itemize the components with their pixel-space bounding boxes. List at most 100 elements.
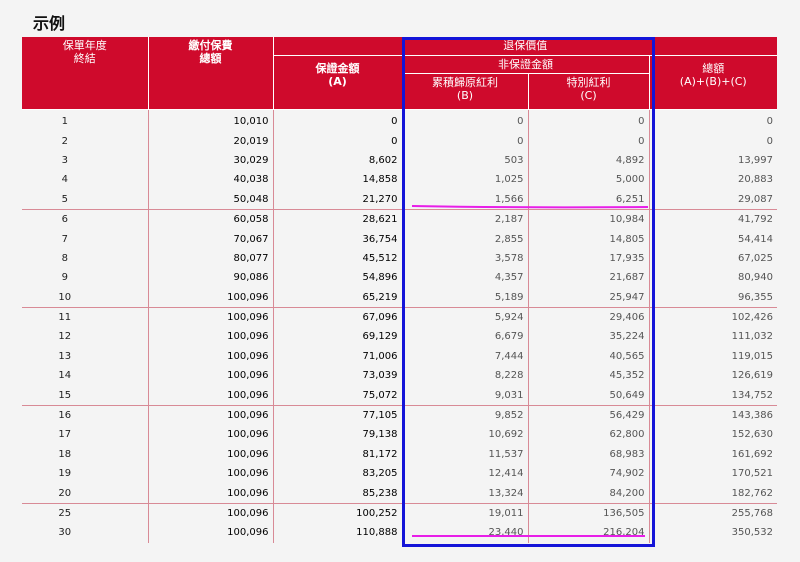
page-title: 示例 [33, 14, 66, 33]
table-cell: 161,692 [731, 448, 773, 460]
table-row: 8 80,077 45,512 3,578 17,935 67,025 [22, 248, 777, 269]
table-cell: 1 [22, 109, 149, 132]
table-cell: 41,792 [649, 208, 777, 230]
header-special-bonus-label: 特別紅利 (C) [566, 76, 611, 102]
table-cell: 8,602 [273, 150, 403, 171]
header-total-premium: 繳付保費 總額 [148, 37, 274, 110]
table-row: 4 40,038 14,858 1,025 5,000 20,883 [22, 170, 777, 190]
table-cell: 30 [22, 523, 149, 543]
table-row: 13 100,096 71,006 7,444 40,565 119,015 [22, 346, 777, 367]
table-cell: 10,010 [148, 109, 274, 132]
table-row: 17 100,096 79,138 10,692 62,800 152,630 [22, 425, 777, 445]
table-cell: 100,096 [148, 444, 274, 465]
table-cell: 3,578 [402, 248, 529, 269]
table-cell: 50,048 [148, 189, 274, 210]
table-cell: 136,505 [528, 502, 650, 524]
table-cell: 7 [22, 229, 149, 249]
table-cell: 17 [22, 425, 149, 445]
table-cell: 100,096 [148, 385, 274, 406]
table-cell: 3 [22, 150, 149, 171]
header-non-guaranteed-label: 非保證金額 [498, 58, 553, 71]
table-cell: 6 [22, 208, 149, 230]
table-cell: 255,768 [649, 502, 777, 524]
table-cell: 0 [402, 131, 529, 151]
table-row: 14 100,096 73,039 8,228 45,352 126,619 [22, 366, 777, 386]
table-cell: 11 [22, 306, 149, 328]
table-cell: 81,172 [273, 444, 403, 465]
header-policy-year: 保單年度 終結 [22, 37, 149, 110]
table-cell: 84,200 [528, 483, 650, 504]
table-cell: 4,892 [528, 150, 650, 171]
table-cell: 14,858 [273, 170, 403, 190]
table-cell: 28,621 [273, 208, 403, 230]
table-row: 3 30,029 8,602 503 4,892 13,997 [22, 150, 777, 171]
table-cell: 16 [22, 404, 149, 426]
table-cell: 1,025 [402, 170, 529, 190]
table-cell: 68,983 [528, 444, 650, 465]
table-row: 18 100,096 81,172 11,537 68,983 161,692 [22, 444, 777, 465]
table-cell: 50,649 [528, 385, 650, 406]
table-cell: 29,087 [738, 193, 773, 205]
table-cell: 67,025 [738, 252, 773, 264]
table-row: 11 100,096 67,096 5,924 29,406 102,426 [22, 306, 777, 328]
table-cell: 25,947 [528, 287, 650, 308]
table-cell: 100,096 [148, 366, 274, 386]
table-cell: 45,352 [528, 366, 650, 386]
surrender-value-table: 保單年度 終結 繳付保費 總額 退保價值 保證金額 (A) 非保證金額 總額 (… [22, 37, 777, 543]
table-row: 5 50,048 21,270 1,566 6,251 29,087 [22, 189, 777, 210]
table-cell: 5,000 [528, 170, 650, 190]
table-cell: 5 [22, 189, 149, 210]
table-cell: 100,252 [273, 502, 403, 524]
table-cell: 4,357 [402, 268, 529, 288]
table-cell: 182,762 [731, 487, 773, 499]
table-cell: 152,630 [731, 429, 773, 441]
table-cell: 80,077 [148, 248, 274, 269]
table-cell: 5,189 [402, 287, 529, 308]
table-row: 7 70,067 36,754 2,855 14,805 54,414 [22, 229, 777, 249]
table-cell: 10,692 [402, 425, 529, 445]
table-cell: 0 [273, 131, 403, 151]
table-cell: 216,204 [528, 523, 650, 543]
table-cell: 2 [22, 131, 149, 151]
header-guaranteed-label: 保證金額 (A) [315, 62, 360, 88]
table-cell: 74,902 [528, 464, 650, 484]
table-cell: 62,800 [528, 425, 650, 445]
table-cell: 10 [22, 287, 149, 308]
table-cell: 100,096 [148, 306, 274, 328]
table-cell: 5,924 [402, 306, 529, 328]
table-cell: 126,619 [731, 370, 773, 382]
table-cell: 14,805 [528, 229, 650, 249]
table-cell: 1,566 [402, 189, 529, 210]
table-cell: 4 [22, 170, 149, 190]
table-cell: 56,429 [528, 404, 650, 426]
table-cell: 2,187 [402, 208, 529, 230]
table-cell: 54,414 [738, 233, 773, 245]
table-cell: 100,096 [148, 327, 274, 347]
table-cell: 25 [22, 502, 149, 524]
table-cell: 503 [402, 150, 529, 171]
header-non-guaranteed: 非保證金額 [402, 55, 650, 74]
table-row: 30 100,096 110,888 23,440 216,204 350,532 [22, 523, 777, 543]
table-cell: 75,072 [273, 385, 403, 406]
table-cell: 70,067 [148, 229, 274, 249]
table-cell: 21,270 [273, 189, 403, 210]
table-cell: 83,205 [273, 464, 403, 484]
table-cell: 19,011 [402, 502, 529, 524]
table-cell: 96,355 [738, 291, 773, 303]
table-cell: 134,752 [731, 389, 773, 401]
table-cell: 13,997 [738, 154, 773, 166]
table-cell: 10,984 [528, 208, 650, 230]
header-special-bonus: 特別紅利 (C) [528, 73, 650, 110]
table-cell: 8 [22, 248, 149, 269]
table-cell: 13,324 [402, 483, 529, 504]
table-cell: 119,015 [731, 350, 773, 362]
table-row: 20 100,096 85,238 13,324 84,200 182,762 [22, 483, 777, 504]
table-cell: 20,883 [738, 174, 773, 186]
table-cell: 77,105 [273, 404, 403, 426]
table-cell: 100,096 [148, 464, 274, 484]
table-cell: 100,096 [148, 346, 274, 367]
table-cell: 20 [22, 483, 149, 504]
table-cell: 35,224 [528, 327, 650, 347]
table-cell: 0 [273, 109, 403, 132]
table-row: 25 100,096 100,252 19,011 136,505 255,768 [22, 502, 777, 524]
